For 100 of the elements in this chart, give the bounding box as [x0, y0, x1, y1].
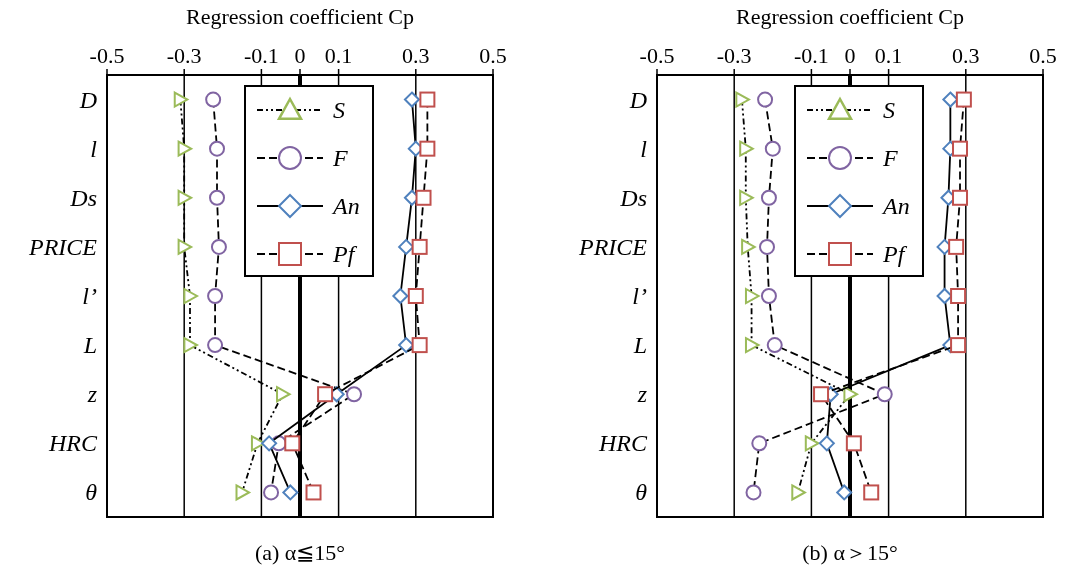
- x-tick-label: 0: [294, 43, 306, 68]
- point: [950, 337, 967, 354]
- x-tick-label: 0.5: [1029, 43, 1057, 68]
- point: [419, 91, 436, 108]
- y-tick-label: l: [640, 135, 648, 162]
- point: [415, 189, 432, 206]
- legend-label: F: [882, 145, 898, 171]
- y-tick-label: θ: [635, 479, 648, 506]
- point: [950, 288, 967, 304]
- point: [346, 386, 363, 403]
- point: [952, 140, 969, 157]
- point: [207, 288, 224, 304]
- point: [173, 91, 189, 108]
- y-tick-label: z: [86, 381, 98, 408]
- point: [305, 484, 322, 501]
- point: [205, 91, 222, 108]
- point: [235, 484, 251, 501]
- point: [177, 189, 193, 206]
- point: [263, 484, 280, 501]
- point: [183, 288, 198, 304]
- x-tick-label: -0.1: [243, 43, 279, 68]
- point: [741, 238, 756, 255]
- point: [276, 386, 291, 403]
- y-tick-label: θ: [85, 479, 98, 506]
- x-tick-label: 0: [844, 43, 856, 68]
- text: (b) α＞15°: [802, 540, 898, 565]
- x-tick-label: 0.3: [952, 43, 980, 68]
- point: [735, 91, 750, 108]
- x-tick-label: -0.5: [89, 43, 125, 68]
- legend-label: An: [881, 193, 910, 219]
- point: [411, 238, 428, 255]
- x-tick-label: -0.5: [639, 43, 675, 68]
- point: [751, 435, 768, 452]
- y-tick-label: l’: [632, 283, 647, 309]
- point: [209, 140, 226, 157]
- x-tick-label: -0.1: [793, 43, 829, 68]
- x-tick-label: 0.1: [874, 43, 903, 68]
- point: [411, 337, 428, 354]
- point: [876, 386, 893, 403]
- point: [757, 91, 774, 108]
- point: [282, 484, 299, 501]
- y-tick-label: l: [90, 135, 98, 162]
- point: [261, 435, 278, 452]
- legend-label: S: [883, 97, 895, 123]
- point: [209, 189, 226, 206]
- x-tick-label: -0.3: [166, 43, 202, 68]
- point: [836, 484, 853, 501]
- y-tick-label: D: [78, 86, 97, 113]
- x-axis-title: Regression coefficient Cp: [185, 4, 415, 29]
- y-tick-label: L: [82, 332, 97, 359]
- point: [760, 189, 777, 206]
- point: [392, 288, 409, 304]
- point: [207, 337, 224, 354]
- y-tick-label: HRC: [598, 430, 648, 457]
- y-tick-label: PRICE: [578, 233, 648, 260]
- point: [744, 288, 760, 304]
- point: [745, 484, 762, 501]
- legend-label: An: [331, 193, 360, 219]
- y-tick-label: l’: [82, 283, 97, 309]
- x-tick-label: 0.1: [324, 43, 353, 68]
- text: (a) α≦15°: [254, 540, 346, 565]
- point: [952, 189, 969, 206]
- point: [317, 386, 334, 403]
- point: [183, 337, 198, 354]
- point: [739, 189, 754, 206]
- legend-label: Pf: [882, 241, 908, 267]
- point: [818, 435, 835, 452]
- x-axis-title: Regression coefficient Cp: [735, 4, 965, 29]
- point: [764, 140, 781, 157]
- y-tick-label: HRC: [48, 430, 98, 457]
- x-tick-label: 0.5: [479, 43, 507, 68]
- point: [419, 140, 436, 157]
- point: [759, 238, 776, 255]
- legend-label: Pf: [332, 241, 358, 267]
- point: [845, 435, 862, 452]
- point: [177, 238, 193, 255]
- point: [955, 91, 972, 108]
- point: [791, 484, 806, 501]
- point: [804, 435, 820, 452]
- point: [407, 288, 424, 304]
- point: [739, 140, 754, 157]
- point: [760, 288, 777, 304]
- point: [863, 484, 880, 501]
- y-tick-label: PRICE: [28, 233, 98, 260]
- point: [403, 91, 420, 108]
- point: [177, 140, 193, 157]
- x-tick-label: 0.3: [402, 43, 430, 68]
- point: [948, 238, 965, 255]
- y-tick-label: D: [628, 86, 647, 113]
- point: [284, 435, 301, 452]
- x-tick-label: -0.3: [716, 43, 752, 68]
- point: [210, 238, 227, 255]
- legend-label: F: [332, 145, 348, 171]
- y-tick-label: z: [636, 381, 648, 408]
- y-tick-label: Ds: [619, 184, 647, 211]
- y-tick-label: Ds: [69, 184, 97, 211]
- point: [843, 386, 858, 403]
- legend-label: S: [333, 97, 345, 123]
- y-tick-label: L: [632, 332, 647, 359]
- point: [813, 386, 830, 403]
